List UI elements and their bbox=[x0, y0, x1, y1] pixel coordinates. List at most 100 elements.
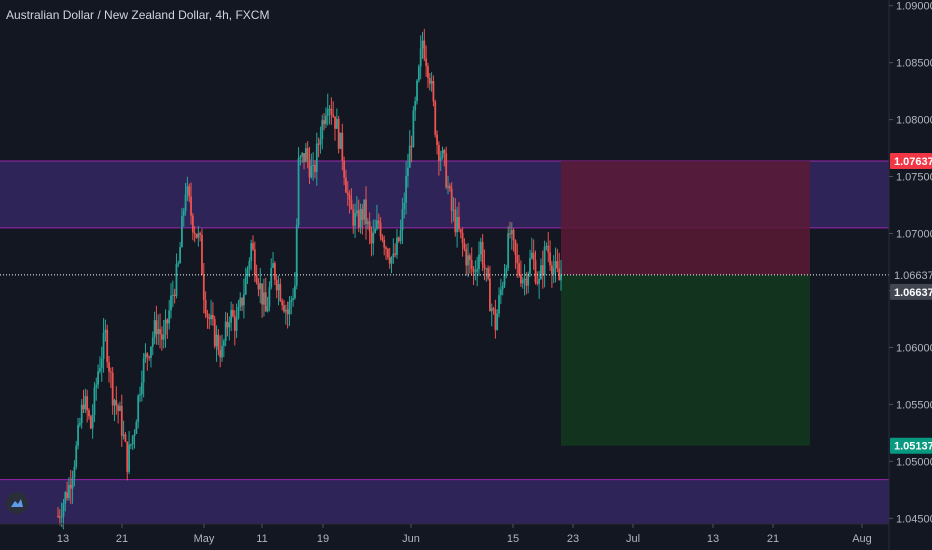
candle-body bbox=[202, 274, 205, 300]
candle bbox=[529, 249, 531, 277]
candle bbox=[549, 240, 551, 271]
candle-body bbox=[514, 240, 517, 255]
candle-body bbox=[155, 320, 158, 335]
candle-body bbox=[529, 258, 531, 274]
candle-body bbox=[295, 225, 298, 286]
candle-body bbox=[144, 353, 147, 359]
candle-body bbox=[463, 242, 466, 249]
candle bbox=[337, 115, 340, 154]
candle-body bbox=[277, 283, 280, 291]
candle-body bbox=[57, 516, 59, 518]
candle-body bbox=[556, 261, 559, 269]
entry-price-tag-label: 1.06637 bbox=[894, 270, 932, 282]
candle bbox=[301, 151, 304, 163]
candle bbox=[463, 238, 466, 252]
candle bbox=[394, 243, 397, 258]
candle bbox=[259, 268, 262, 304]
candle bbox=[366, 217, 369, 230]
candle-body bbox=[376, 220, 378, 229]
candle-body bbox=[441, 150, 444, 158]
candle bbox=[468, 253, 471, 274]
candle-body bbox=[536, 282, 539, 284]
candle bbox=[550, 261, 553, 288]
candle bbox=[448, 183, 451, 192]
candle bbox=[171, 280, 174, 308]
tradingview-logo-icon[interactable] bbox=[6, 492, 28, 514]
candle bbox=[58, 509, 61, 526]
candle bbox=[361, 204, 364, 235]
entry-price-tag-bg bbox=[890, 266, 932, 283]
candle-body bbox=[186, 186, 189, 195]
candle-body bbox=[120, 405, 123, 436]
candle-body bbox=[325, 115, 327, 125]
candle bbox=[255, 264, 258, 285]
y-tick-label: 1.08500 bbox=[896, 58, 932, 70]
candle-body bbox=[102, 332, 105, 359]
candle bbox=[427, 62, 429, 88]
candle bbox=[489, 265, 491, 312]
candle bbox=[181, 208, 183, 248]
candle-body bbox=[148, 356, 151, 358]
candle bbox=[288, 296, 291, 327]
candle-body bbox=[461, 232, 464, 243]
candle-body bbox=[352, 209, 355, 226]
candle bbox=[350, 188, 353, 210]
candle bbox=[117, 403, 120, 424]
candle-body bbox=[419, 48, 422, 67]
candle-body bbox=[350, 199, 353, 210]
candle bbox=[330, 97, 333, 125]
candle bbox=[310, 153, 313, 179]
candle bbox=[363, 199, 366, 225]
candle-body bbox=[518, 263, 520, 275]
candle-body bbox=[222, 341, 225, 346]
price-tags: 1.07637 1.06637 1.06637 1.05137 bbox=[890, 152, 932, 454]
candle bbox=[405, 161, 407, 215]
candle-body bbox=[159, 328, 161, 335]
candle bbox=[294, 271, 296, 300]
candle-body bbox=[492, 308, 495, 310]
candle bbox=[173, 288, 176, 304]
candle bbox=[499, 278, 502, 304]
candle-body bbox=[357, 210, 360, 228]
time-axis[interactable]: 13 21 May 11 19 Jun 15 23 Jul 13 21 Aug bbox=[57, 524, 872, 545]
candle-body bbox=[394, 253, 397, 255]
candle-body bbox=[450, 188, 453, 211]
position-tool[interactable] bbox=[561, 160, 810, 446]
candle bbox=[445, 146, 448, 190]
candle bbox=[452, 197, 455, 222]
candle bbox=[434, 99, 437, 138]
candle bbox=[376, 204, 378, 231]
candle-body bbox=[503, 273, 506, 286]
candle-body bbox=[465, 248, 468, 266]
candle-body bbox=[439, 157, 442, 161]
candle-body bbox=[523, 278, 526, 280]
candle-body bbox=[317, 143, 320, 145]
candle bbox=[239, 292, 242, 311]
candle-body bbox=[204, 299, 207, 314]
candle-body bbox=[131, 436, 134, 445]
candle bbox=[88, 408, 90, 420]
candle-body bbox=[427, 66, 429, 78]
candle-body bbox=[193, 232, 196, 235]
candle-body bbox=[288, 301, 291, 315]
candle bbox=[299, 154, 302, 166]
candle-body bbox=[423, 40, 426, 59]
candle-body bbox=[470, 260, 473, 269]
candle bbox=[99, 356, 101, 374]
candle-body bbox=[436, 134, 438, 145]
candle-body bbox=[199, 233, 202, 235]
candle-body bbox=[93, 387, 96, 416]
candle-body bbox=[201, 234, 203, 275]
candle bbox=[558, 252, 561, 281]
candle bbox=[175, 253, 178, 299]
candle bbox=[75, 441, 78, 470]
candle-body bbox=[124, 434, 127, 442]
candle-body bbox=[472, 268, 475, 272]
candle-body bbox=[279, 283, 282, 301]
candle-body bbox=[443, 150, 446, 154]
candle bbox=[410, 135, 413, 163]
candle-body bbox=[399, 230, 402, 242]
candle bbox=[514, 239, 517, 269]
candle bbox=[295, 218, 298, 290]
